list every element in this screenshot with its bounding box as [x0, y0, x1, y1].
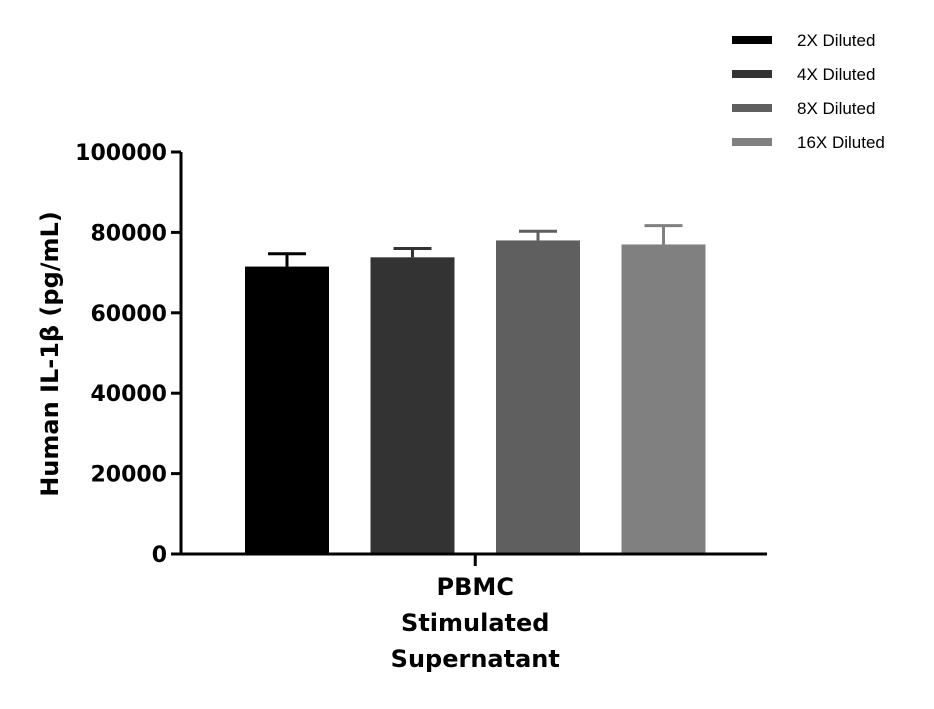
axes — [179, 152, 767, 556]
legend-swatch — [732, 104, 772, 112]
y-tick-label: 60000 — [90, 302, 167, 327]
y-tick-label: 0 — [152, 543, 167, 568]
bar-16x-diluted — [621, 244, 706, 554]
y-tick-label: 40000 — [90, 382, 167, 407]
bar-8x-diluted — [496, 240, 580, 554]
legend-label: 8X Diluted — [797, 99, 875, 118]
legend-swatch — [732, 70, 772, 78]
x-category-label-line: Supernatant — [391, 645, 560, 673]
x-category-label-line: PBMC — [437, 573, 514, 601]
y-tick-label: 80000 — [90, 221, 167, 246]
legend-label: 16X Diluted — [797, 133, 885, 152]
bar-4x-diluted — [370, 257, 455, 554]
y-ticks: 0 20000 40000 60000 80000 100000 — [75, 141, 181, 568]
bars — [245, 240, 706, 554]
y-tick-label: 100000 — [75, 141, 167, 166]
legend-swatch — [732, 138, 772, 146]
bar-2x-diluted — [245, 266, 329, 554]
x-category-label-line: Stimulated — [401, 609, 549, 637]
legend: 2X Diluted 4X Diluted 8X Diluted 16X Dilute… — [732, 31, 885, 152]
error-bars — [268, 224, 683, 267]
x-category-labels: PBMC Stimulated Supernatant — [391, 554, 560, 673]
y-tick-label: 20000 — [90, 463, 167, 488]
legend-label: 2X Diluted — [797, 31, 875, 50]
y-axis-label: Human IL-1β (pg/mL) — [36, 211, 64, 497]
legend-label: 4X Diluted — [797, 65, 875, 84]
legend-swatch — [732, 36, 772, 44]
